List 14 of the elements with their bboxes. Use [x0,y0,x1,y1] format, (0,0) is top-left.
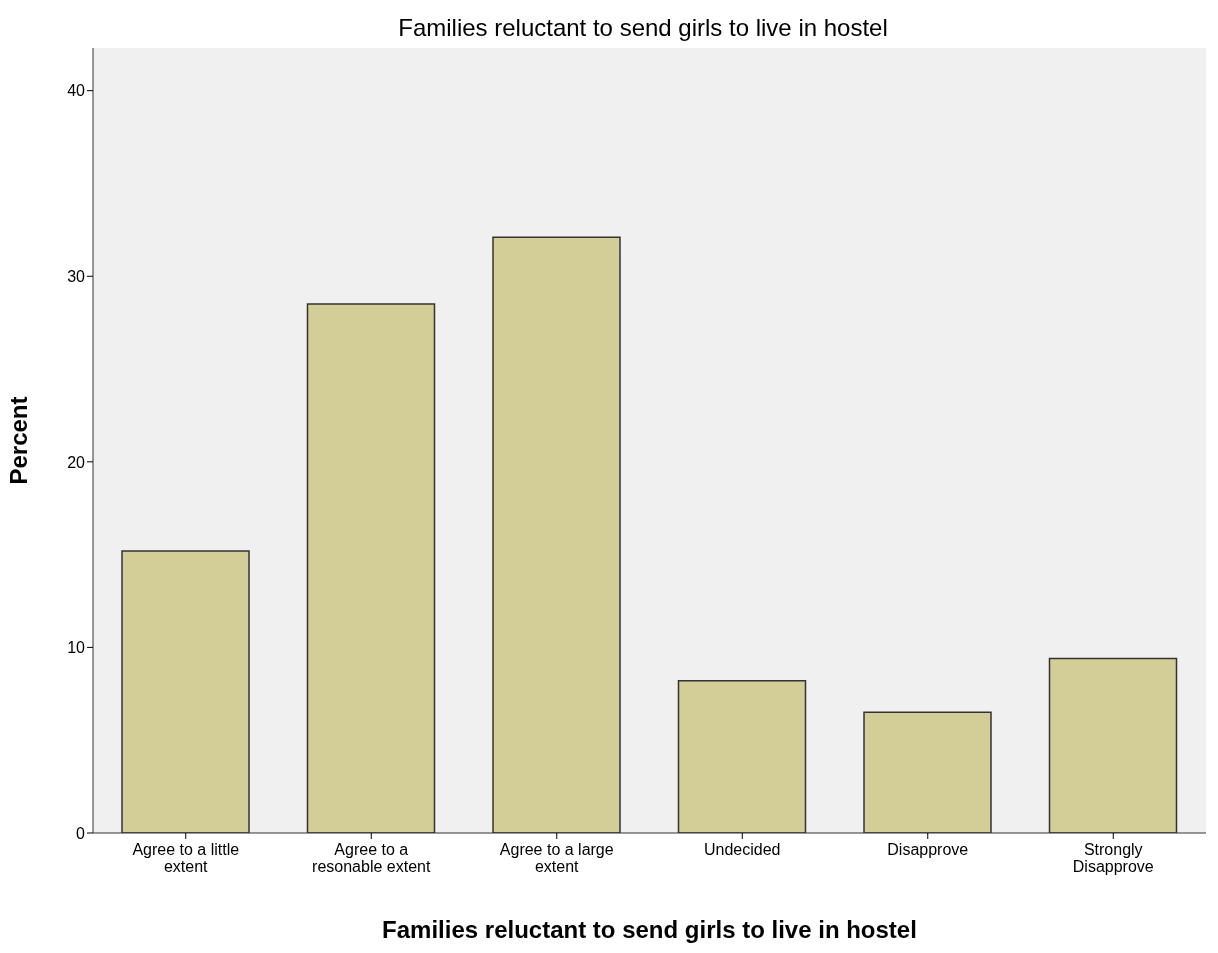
y-tick-label: 10 [67,639,86,657]
y-tick-label: 0 [76,824,86,842]
x-tick-label: Strongly Disapprove [1072,841,1154,875]
x-tick-label: Agree to a resonable extent [312,841,431,875]
y-axis-title: Percent [4,396,32,485]
x-tick-label: Agree to a large extent [499,841,614,875]
x-axis-title: Families reluctant to send girls to live in hostel [382,916,917,943]
x-tick-label: Disapprove [887,841,969,858]
chart-title: Families reluctant to send girls to live in hostel [397,13,889,43]
x-tick-label: Agree to a little extent [132,841,240,875]
y-tick-label: 40 [67,82,86,100]
y-tick-label: 20 [67,453,86,471]
x-tick-label: Undecided [704,841,781,858]
y-tick-label: 30 [67,267,86,285]
